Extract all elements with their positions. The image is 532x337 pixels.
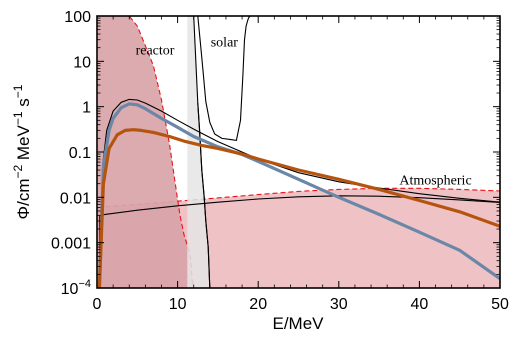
solar-lower-boundary <box>197 103 211 288</box>
x-tick-label: 50 <box>491 296 509 313</box>
y-tick-label: 1 <box>82 100 91 117</box>
solar-region <box>187 16 251 288</box>
y-axis-title: Φ/cm−2 MeV−1 s−1 <box>11 84 33 219</box>
thin-lower-curve <box>98 195 500 288</box>
orange-curve <box>97 128 500 288</box>
y-tick-label: 100 <box>64 9 91 26</box>
flux-regions <box>97 16 500 288</box>
x-tick-label: 0 <box>93 296 102 313</box>
axis-ticks: 0 10 20 30 40 50 100 10 1 0.1 0.01 0.001 10−4 <box>51 9 509 313</box>
x-tick-label: 10 <box>169 296 187 313</box>
x-tick-label: 20 <box>249 296 267 313</box>
annotation-label: solar <box>211 36 239 51</box>
reactor-region <box>97 16 194 288</box>
y-tick-label: 10 <box>73 54 91 71</box>
blue-curve <box>97 102 500 288</box>
annotation-label: reactor <box>136 44 175 59</box>
annotation-label: Atmospheric <box>399 174 471 189</box>
y-tick-label: 0.01 <box>60 190 91 207</box>
x-tick-label: 40 <box>411 296 429 313</box>
x-tick-label: 30 <box>330 296 348 313</box>
y-tick-label: 0.001 <box>51 236 91 253</box>
annotations: reactor solar Atmospheric <box>136 36 472 189</box>
y-tick-label: 10−4 <box>61 278 91 298</box>
x-axis-title: E/MeV <box>272 314 324 333</box>
flux-curves <box>97 98 500 288</box>
solar-upper-boundary <box>193 16 251 142</box>
y-tick-label: 0.1 <box>69 145 91 162</box>
